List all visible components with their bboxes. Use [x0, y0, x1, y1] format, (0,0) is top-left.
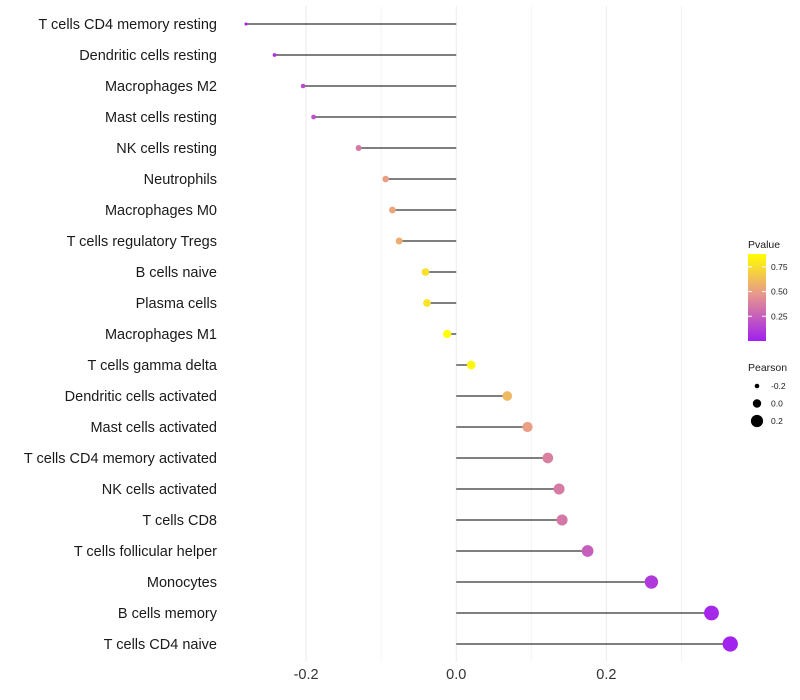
lollipop-dot — [722, 636, 738, 652]
y-axis-label: T cells CD4 naive — [104, 637, 217, 653]
size-legend-key — [754, 383, 760, 389]
pearson-legend: Pearson -0.2 0.0 0.2 — [748, 362, 787, 428]
y-axis-label: Plasma cells — [136, 296, 217, 312]
lollipop-dot — [244, 22, 248, 26]
y-axis-label: Mast cells resting — [105, 110, 217, 126]
lollipop-stems — [246, 23, 731, 645]
y-axis-label: NK cells resting — [116, 141, 217, 157]
lollipop-dot — [704, 605, 719, 621]
lollipop-dot — [382, 175, 389, 183]
y-axis-labels: T cells CD4 memory resting Dendritic cell… — [24, 17, 218, 653]
size-legend-key — [750, 414, 764, 428]
y-axis-label: T cells regulatory Tregs — [67, 234, 217, 250]
colorbar-tick-label: 0.50 — [771, 287, 788, 297]
size-legend-label: 0.2 — [771, 416, 783, 426]
lollipop-dot — [300, 83, 306, 89]
y-axis-label: T cells CD8 — [142, 513, 217, 529]
y-axis-label: B cells memory — [118, 606, 218, 622]
y-axis-label: Macrophages M2 — [105, 79, 217, 95]
y-axis-label: T cells CD4 memory activated — [24, 451, 217, 467]
lollipop-dot — [443, 329, 452, 339]
lollipop-dots — [244, 22, 738, 652]
lollipop-dot — [644, 575, 659, 589]
lollipop-dot — [423, 299, 431, 307]
pvalue-colorbar — [748, 254, 766, 341]
lollipop-dot — [542, 452, 554, 464]
y-axis-label: Mast cells activated — [90, 420, 217, 436]
pearson-legend-title: Pearson — [748, 362, 787, 374]
lollipop-dot — [502, 391, 513, 401]
lollipop-dot — [556, 514, 568, 526]
y-axis-label: Macrophages M1 — [105, 327, 217, 343]
lollipop-dot — [272, 53, 277, 57]
lollipop-dot — [421, 268, 430, 276]
y-axis-label: T cells follicular helper — [74, 544, 217, 560]
lollipop-dot — [466, 360, 476, 370]
lollipop-dot — [355, 145, 362, 151]
pvalue-legend: Pvalue 0.75 0.50 0.25 — [748, 239, 788, 341]
y-axis-label: T cells CD4 memory resting — [38, 17, 217, 33]
lollipop-dot — [395, 237, 403, 245]
size-legend-label: 0.0 — [771, 399, 783, 409]
lollipop-dot — [389, 206, 396, 214]
x-tick-label: 0.2 — [596, 667, 616, 683]
colorbar-tick-label: 0.25 — [771, 311, 788, 321]
y-axis-label: B cells naive — [136, 265, 217, 281]
x-axis-tick-labels: -0.2 0.0 0.2 — [294, 667, 617, 683]
x-tick-label: 0.0 — [446, 667, 466, 683]
pvalue-legend-title: Pvalue — [748, 239, 780, 251]
y-axis-label: Neutrophils — [144, 172, 217, 188]
size-legend-label: -0.2 — [771, 381, 786, 391]
y-axis-label: Dendritic cells resting — [79, 48, 217, 64]
y-axis-label: T cells gamma delta — [88, 358, 218, 374]
grid-lines — [305, 6, 682, 662]
y-axis-label: Macrophages M0 — [105, 203, 217, 219]
y-axis-label: NK cells activated — [102, 482, 217, 498]
size-legend-key — [752, 399, 762, 408]
y-axis-label: Monocytes — [147, 575, 217, 591]
x-tick-label: -0.2 — [294, 667, 319, 683]
lollipop-dot — [581, 545, 594, 557]
lollipop-dot — [553, 483, 565, 495]
lollipop-dot — [522, 421, 533, 433]
colorbar-tick-label: 0.75 — [771, 262, 788, 272]
y-axis-label: Dendritic cells activated — [65, 389, 217, 405]
lollipop-dot — [311, 114, 316, 120]
